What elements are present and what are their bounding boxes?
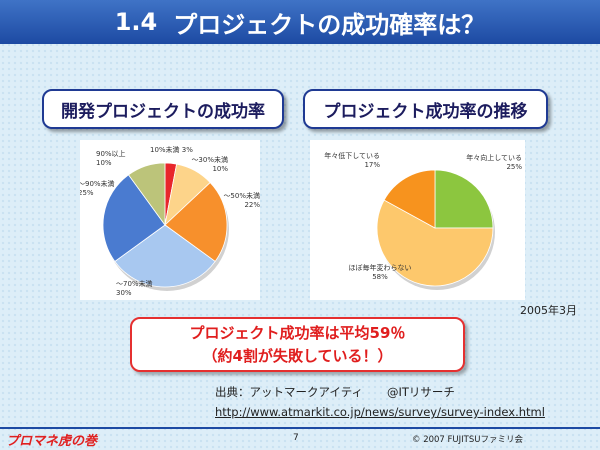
- section-number: 1.4: [114, 8, 158, 36]
- chart1-slice-label-3-0: ～70%未満: [116, 279, 153, 288]
- chart1-slice-label-2-0: ～50%未満: [223, 191, 260, 200]
- source-url[interactable]: http://www.atmarkit.co.jp/news/survey/su…: [215, 405, 545, 419]
- chart1-slice-label-3-1: 30%: [116, 289, 132, 297]
- chart1-slice-label-0-0: 10%未満 3%: [150, 145, 193, 154]
- page-number: 7: [293, 433, 299, 443]
- chart1-slice-4: [102, 174, 166, 263]
- chart1-slice-label-4-0: ～90%未満: [80, 179, 115, 188]
- survey-date: 2005年3月: [520, 304, 577, 317]
- slide-title: プロジェクトの成功確率は？: [173, 10, 486, 39]
- chart2-title: プロジェクト成功率の推移: [323, 101, 528, 122]
- chart2-slice-label-0-1: 25%: [506, 163, 522, 171]
- source-credit: 出典：アットマークアイティ @ITリサーチ: [215, 384, 455, 400]
- chart1-title-box: 開発プロジェクトの成功率: [42, 89, 284, 129]
- chart1-slice-label-5-0: 90%以上: [96, 149, 126, 158]
- chart1-slice-label-5-1: 10%: [96, 159, 112, 167]
- slide-title-bar: 1.4 プロジェクトの成功確率は？: [0, 0, 600, 44]
- chart1-slice-2: [164, 181, 228, 263]
- chart1-slice-3: [114, 224, 216, 288]
- logo: プロマネ虎の巻: [6, 434, 98, 449]
- chart1-title: 開発プロジェクトの成功率: [61, 101, 265, 122]
- key-finding-line1: プロジェクト成功率は平均59％: [189, 323, 406, 342]
- chart1-slice-label-1-0: ～30%未満: [191, 155, 228, 164]
- footer-divider: [0, 427, 600, 429]
- chart2-title-box: プロジェクト成功率の推移: [303, 89, 548, 129]
- key-finding-line2: （約4割が失敗している！）: [202, 346, 393, 365]
- chart2-slice-label-2-1: 17%: [364, 161, 380, 169]
- chart2-slice-label-1-1: 58%: [372, 273, 388, 281]
- chart2-panel: 年々向上している 25% ほぼ毎年変わらない 58% 年々低下している 17%: [310, 140, 525, 300]
- chart1-pie: 10%未満 3%～30%未満10%～50%未満22%～70%未満30%～90%未…: [80, 145, 260, 297]
- chart1-slice-label-1-1: 10%: [212, 165, 228, 173]
- copyright: © 2007 FUJITSUファミリ会: [412, 435, 523, 445]
- chart2-slice-2: [383, 169, 436, 229]
- source-org: @ITリサーチ: [387, 385, 455, 399]
- chart2-slice-0: [434, 169, 494, 229]
- chart2-slice-label-0-0: 年々向上している: [466, 153, 522, 162]
- chart2-slice-label-1-0: ほぼ毎年変わらない: [349, 263, 412, 272]
- chart1-slice-label-4-1: 25%: [80, 189, 94, 197]
- source-prefix: 出典：アットマークアイティ: [215, 385, 364, 399]
- chart2-slice-1: [376, 199, 494, 287]
- chart2-slice-label-2-0: 年々低下している: [324, 151, 380, 160]
- chart1-panel: 10%未満 3% ～30%未満 10% ～50%未満 22% ～70%未満 30% ～90%未…: [80, 140, 260, 300]
- chart1-slice-5: [127, 162, 166, 227]
- key-finding-box: プロジェクト成功率は平均59％ （約4割が失敗している！）: [130, 317, 465, 372]
- chart1-slice-label-2-1: 22%: [244, 201, 260, 209]
